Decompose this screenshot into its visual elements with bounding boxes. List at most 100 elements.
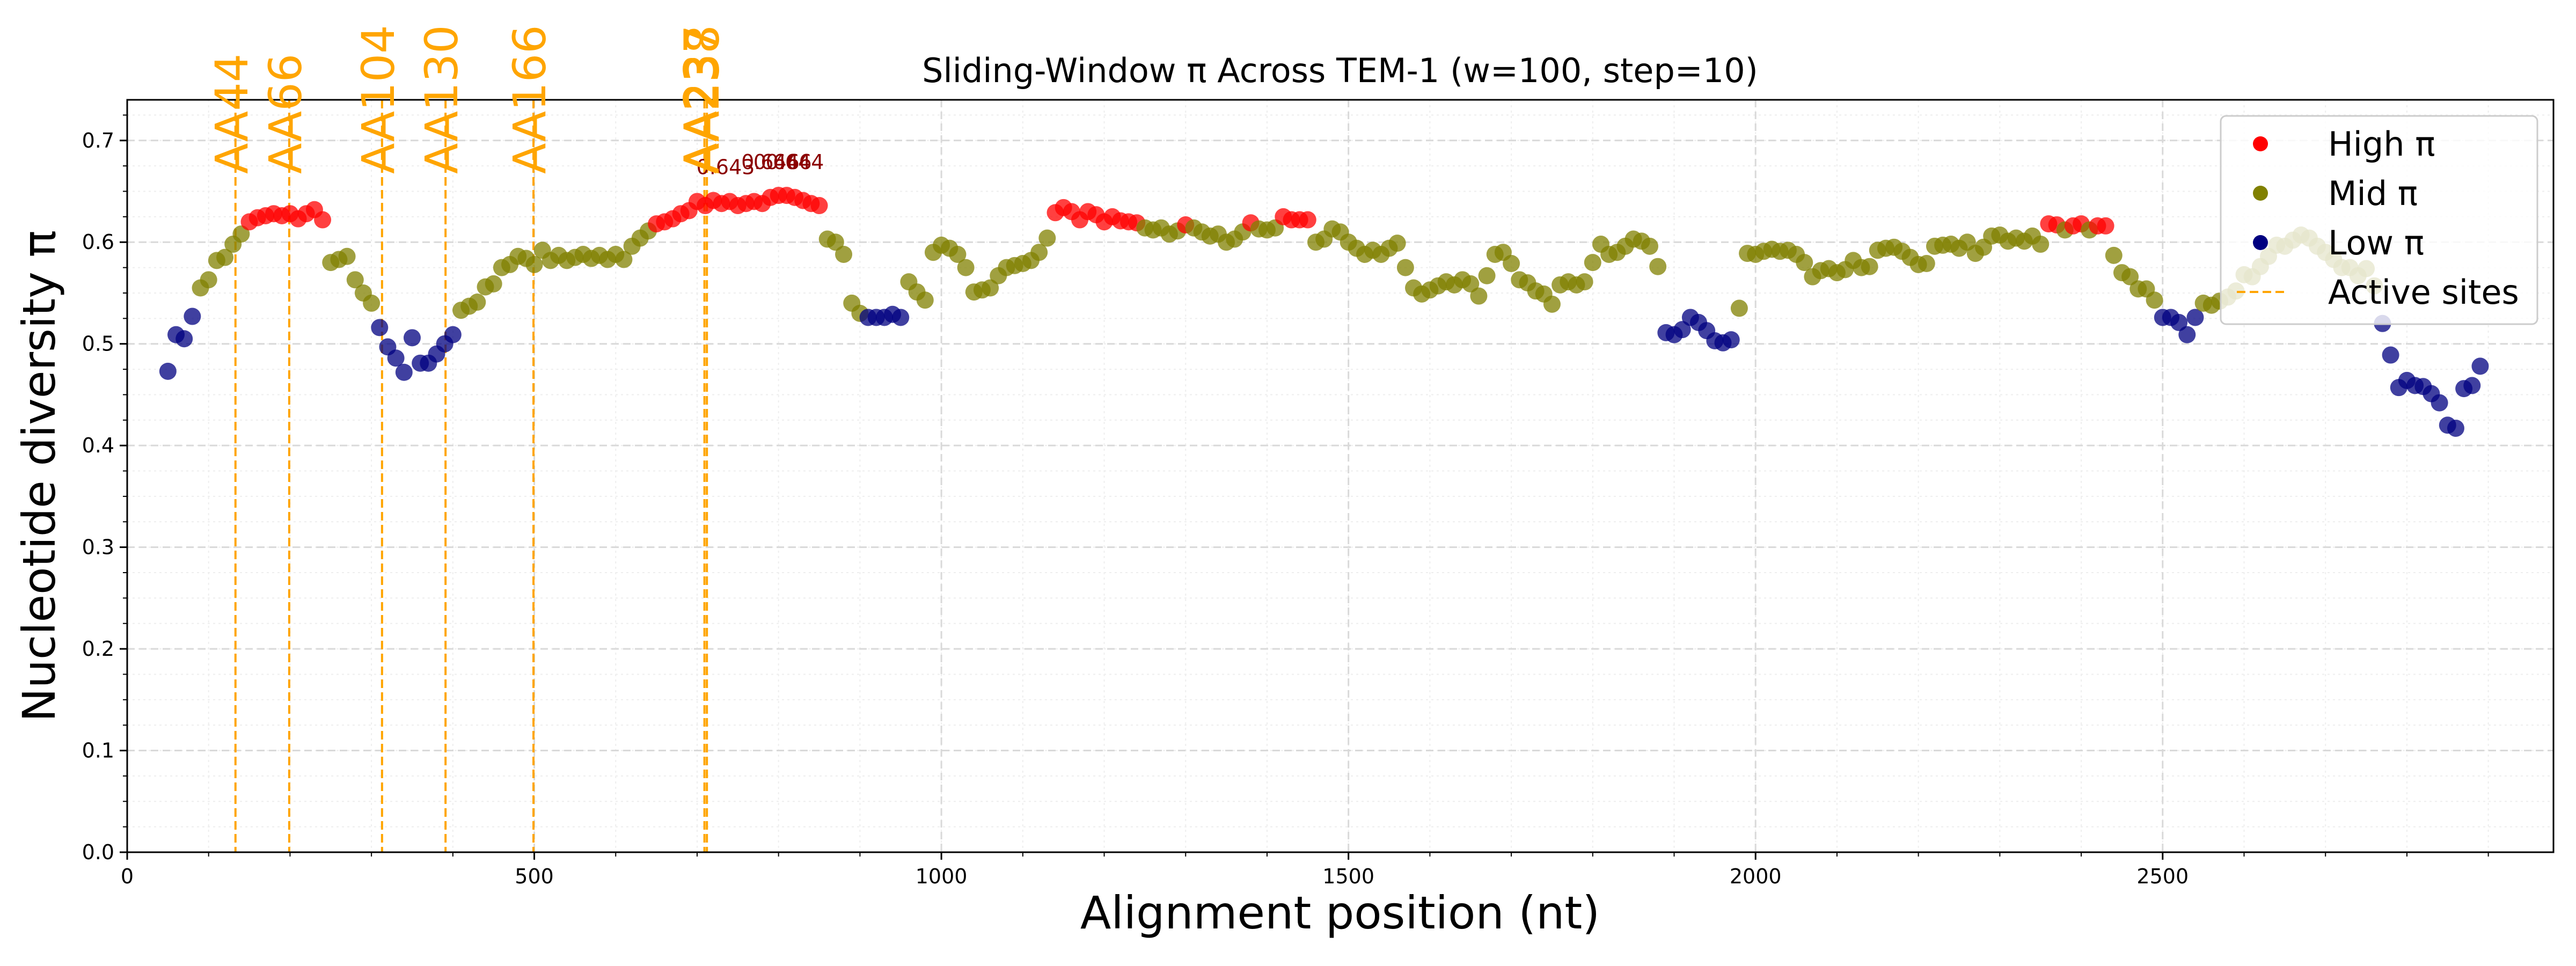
data-point [1649,258,1667,275]
data-point [314,211,332,229]
data-point [371,319,389,336]
active-site-label: AA104 [352,25,405,174]
value-annotation: 0.646 [753,150,812,174]
data-point [1673,321,1691,339]
data-point [1730,299,1748,317]
data-point [1470,287,1488,305]
data-point [2121,268,2139,286]
data-point [826,233,844,251]
active-site-label: AA237 [675,25,727,174]
data-point [1299,211,1316,229]
data-point [1503,255,1520,273]
x-tick-label: 1500 [1322,865,1374,888]
y-tick-label: 0.3 [82,536,114,559]
data-point [2146,291,2163,309]
y-tick-label: 0.7 [82,129,114,152]
data-point [2097,217,2114,235]
y-tick-label: 0.0 [82,840,114,864]
data-point [982,279,999,297]
data-point [184,308,201,325]
data-point [525,255,543,273]
active-site-label: AA44 [206,54,258,174]
data-point [216,248,234,266]
data-point [1861,258,1878,275]
data-point [387,349,405,367]
data-point [403,329,421,347]
data-point [338,247,356,265]
data-point [2178,326,2196,343]
y-tick-label: 0.5 [82,332,114,356]
axes: 0 500 1000 1500 2000 2500 0.0 0.1 0.2 0.3 0.4 0.5 0.… [82,114,2489,888]
x-tick-label: 2000 [1730,865,1782,888]
legend-marker [2253,136,2268,151]
data-point [1584,254,1601,272]
y-tick-label: 0.2 [82,637,114,661]
data-point [892,309,910,326]
plot-frame [126,99,2555,853]
active-site-label: AA130 [415,25,468,174]
x-tick-label: 1000 [916,865,968,888]
data-point [1388,235,1406,252]
data-point [1396,259,1414,276]
data-point [1030,244,1048,261]
data-point [444,326,462,343]
data-point [1796,254,1813,272]
data-point [2032,236,2050,253]
data-point [363,294,380,312]
data-point [615,251,633,268]
legend: High π Mid π Low π Active sites [2220,115,2538,325]
legend-box [2220,115,2538,325]
data-point [175,330,193,348]
data-point [1038,229,1056,247]
data-point [159,362,177,380]
y-tick-label: 0.4 [82,434,114,457]
legend-label: Low π [2328,223,2424,262]
legend-label: Active sites [2328,273,2519,312]
data-point [1478,267,1496,284]
active-site-label: AA238 [677,25,729,174]
x-tick-label: 2500 [2136,865,2189,888]
legend-label: High π [2328,125,2435,164]
data-point [2463,377,2481,394]
y-axis-label: Nucleotide diversity π [13,230,65,722]
data-point [1576,273,1593,291]
data-point [2170,313,2188,331]
data-point [2471,357,2489,375]
data-point [810,197,828,215]
x-tick-label: 500 [515,865,554,888]
data-point [957,259,975,276]
legend-marker [2253,235,2268,250]
x-axis-label: Alignment position (nt) [1080,887,1600,939]
legend-label: Mid π [2328,174,2418,213]
data-point [485,275,502,292]
data-points [159,187,2489,437]
plot-area [127,100,2553,852]
legend-marker [2253,186,2268,201]
data-point [346,271,364,289]
data-point [2382,346,2399,364]
data-point [835,245,853,263]
data-point [2431,394,2448,412]
value-annotation: 0.644 [766,150,824,174]
x-tick-label: 0 [121,865,134,888]
data-point [200,271,217,289]
active-site-label: AA166 [503,25,556,174]
data-point [2186,309,2204,326]
data-point [916,291,934,309]
data-point [1543,295,1561,313]
active-site-lines [234,100,708,852]
active-site-label: AA66 [259,54,312,174]
data-point [1722,331,1740,349]
data-point [2447,419,2464,437]
data-point [232,225,250,243]
data-point [395,363,413,381]
data-point [1641,237,1659,255]
y-tick-label: 0.6 [82,230,114,254]
value-annotation: 0.646 [741,150,800,174]
chart-title: Sliding-Window π Across TEM-1 (w=100, st… [922,51,1758,90]
data-point [949,245,967,263]
data-point [1462,275,1480,292]
